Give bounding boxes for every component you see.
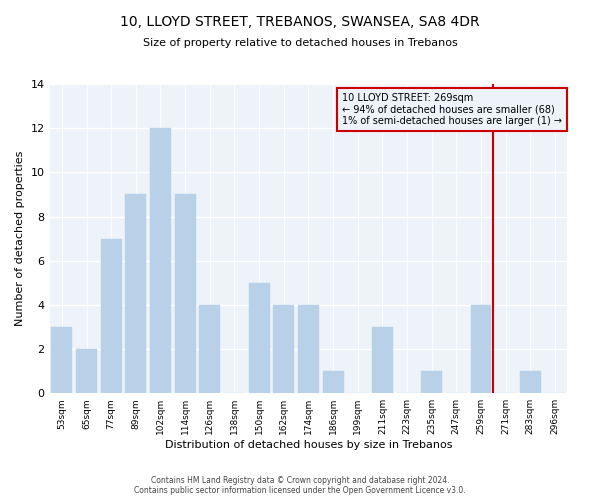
Bar [175, 194, 196, 393]
Text: 10, LLOYD STREET, TREBANOS, SWANSEA, SA8 4DR: 10, LLOYD STREET, TREBANOS, SWANSEA, SA8… [120, 15, 480, 29]
Y-axis label: Number of detached properties: Number of detached properties [15, 151, 25, 326]
Bar [101, 238, 122, 393]
Bar [248, 283, 269, 393]
Bar [52, 327, 73, 393]
Bar [323, 371, 344, 393]
Bar [199, 305, 220, 393]
X-axis label: Distribution of detached houses by size in Trebanos: Distribution of detached houses by size … [164, 440, 452, 450]
Bar [76, 349, 97, 393]
Bar [520, 371, 541, 393]
Bar [273, 305, 294, 393]
Bar [298, 305, 319, 393]
Bar [421, 371, 442, 393]
Text: 10 LLOYD STREET: 269sqm
← 94% of detached houses are smaller (68)
1% of semi-det: 10 LLOYD STREET: 269sqm ← 94% of detache… [342, 94, 562, 126]
Text: Size of property relative to detached houses in Trebanos: Size of property relative to detached ho… [143, 38, 457, 48]
Bar [150, 128, 171, 393]
Bar [372, 327, 393, 393]
Bar [470, 305, 491, 393]
Text: Contains HM Land Registry data © Crown copyright and database right 2024.
Contai: Contains HM Land Registry data © Crown c… [134, 476, 466, 495]
Bar [125, 194, 146, 393]
